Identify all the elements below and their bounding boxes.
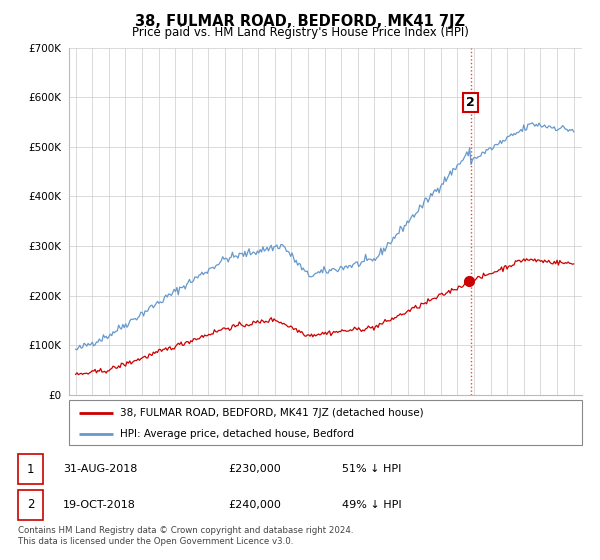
Text: 19-OCT-2018: 19-OCT-2018 xyxy=(63,500,136,510)
Text: HPI: Average price, detached house, Bedford: HPI: Average price, detached house, Bedf… xyxy=(121,428,354,438)
Text: 38, FULMAR ROAD, BEDFORD, MK41 7JZ (detached house): 38, FULMAR ROAD, BEDFORD, MK41 7JZ (deta… xyxy=(121,408,424,418)
Text: 49% ↓ HPI: 49% ↓ HPI xyxy=(342,500,401,510)
Text: 38, FULMAR ROAD, BEDFORD, MK41 7JZ: 38, FULMAR ROAD, BEDFORD, MK41 7JZ xyxy=(135,14,465,29)
Text: 51% ↓ HPI: 51% ↓ HPI xyxy=(342,464,401,474)
Text: 2: 2 xyxy=(466,96,475,109)
Text: Contains HM Land Registry data © Crown copyright and database right 2024.
This d: Contains HM Land Registry data © Crown c… xyxy=(18,526,353,546)
Text: 1: 1 xyxy=(27,463,34,475)
Text: 31-AUG-2018: 31-AUG-2018 xyxy=(63,464,137,474)
Text: Price paid vs. HM Land Registry's House Price Index (HPI): Price paid vs. HM Land Registry's House … xyxy=(131,26,469,39)
Text: 2: 2 xyxy=(27,498,34,511)
FancyBboxPatch shape xyxy=(18,454,43,484)
FancyBboxPatch shape xyxy=(69,400,582,445)
Text: £230,000: £230,000 xyxy=(228,464,281,474)
FancyBboxPatch shape xyxy=(18,489,43,520)
Text: £240,000: £240,000 xyxy=(228,500,281,510)
